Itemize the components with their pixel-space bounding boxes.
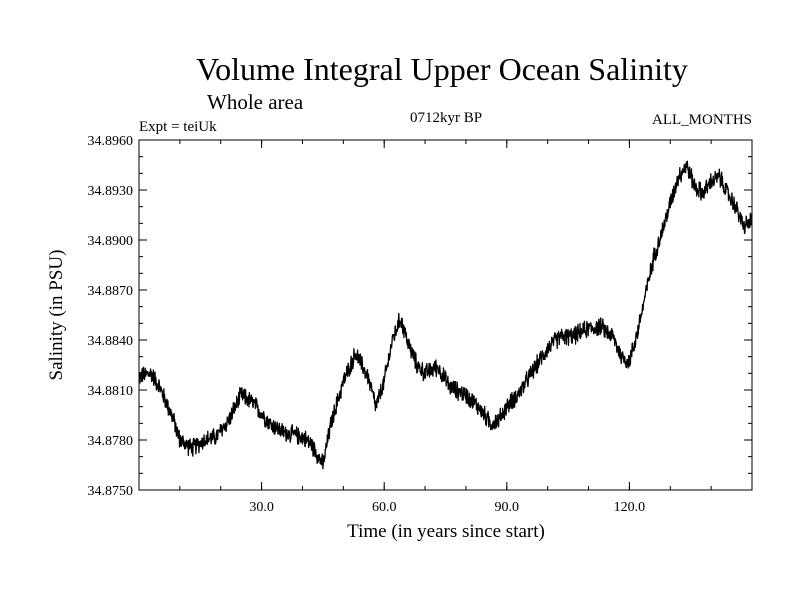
y-tick-label: 34.8780 <box>88 434 134 449</box>
y-tick-label: 34.8900 <box>88 234 134 249</box>
y-tick-label: 34.8810 <box>88 384 134 399</box>
period-label: 0712kyr BP <box>410 110 482 126</box>
months-label: ALL_MONTHS <box>652 112 752 128</box>
axis-ticks: 34.8750 34.8780 34.8810 34.8840 34.8870 34.89… <box>88 134 753 515</box>
x-tick-label: 60.0 <box>372 500 397 515</box>
y-tick-label: 34.8840 <box>88 334 134 349</box>
chart-subtitle: Whole area <box>207 90 304 114</box>
y-tick-label: 34.8870 <box>88 284 134 299</box>
series-salinity <box>138 160 753 470</box>
x-axis-label: Time (in years since start) <box>347 521 545 542</box>
plot-area <box>138 139 753 491</box>
plot-frame <box>138 139 753 491</box>
y-axis-label: Salinity (in PSU) <box>46 250 67 381</box>
x-tick-label: 120.0 <box>614 500 646 515</box>
chart-title: Volume Integral Upper Ocean Salinity <box>196 51 688 87</box>
y-tick-label: 34.8750 <box>88 484 134 499</box>
x-tick-label: 30.0 <box>249 500 274 515</box>
y-tick-label: 34.8930 <box>88 184 134 199</box>
x-tick-label: 90.0 <box>495 500 520 515</box>
y-tick-label: 34.8960 <box>88 134 134 149</box>
experiment-label: Expt = teiUk <box>139 119 217 135</box>
